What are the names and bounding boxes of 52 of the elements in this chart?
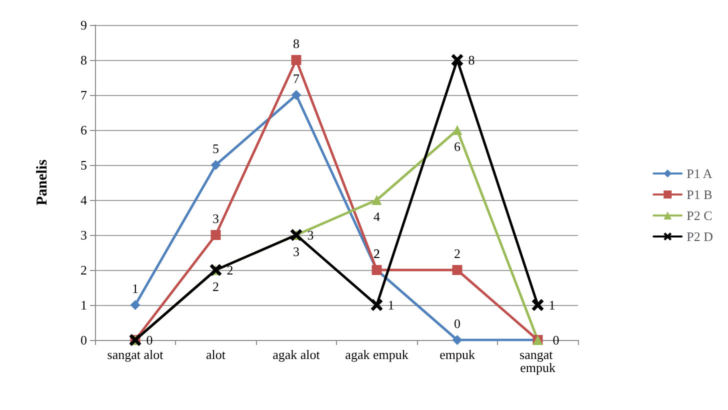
- x-tick-label: sangat alot: [107, 347, 164, 362]
- y-tick-label: 5: [80, 158, 87, 172]
- data-label: 1: [548, 298, 556, 312]
- data-label: 2: [454, 246, 460, 261]
- y-tick-label: 3: [80, 228, 87, 242]
- data-label: 5: [212, 141, 219, 156]
- point: [130, 300, 140, 310]
- data-label: 6: [454, 139, 461, 154]
- data-label: 3: [293, 244, 300, 259]
- point: [370, 299, 383, 311]
- data-label: 0: [146, 332, 153, 348]
- point: [532, 299, 544, 311]
- y-axis-title: Panelis: [34, 159, 50, 206]
- x-tick-label: alot: [206, 347, 226, 362]
- legend-label: P1 B: [686, 187, 713, 202]
- point: [291, 55, 302, 65]
- x-tick-label: agak alot: [272, 347, 320, 362]
- x-tick-label: empuk: [440, 347, 476, 362]
- point: [451, 54, 464, 66]
- point: [291, 90, 302, 100]
- y-tick-label: 8: [80, 52, 87, 68]
- legend-label: P2 C: [686, 208, 712, 223]
- data-label: 8: [468, 52, 475, 68]
- data-label: 2: [374, 246, 380, 261]
- y-tick-label: 4: [80, 192, 88, 208]
- x-tick-label: agak empuk: [345, 347, 409, 362]
- data-label: 2: [212, 279, 219, 294]
- y-tick-label: 0: [80, 332, 87, 348]
- data-label: 8: [293, 36, 300, 51]
- x-tick-label: sangat empuk: [520, 347, 556, 375]
- data-label: 0: [552, 332, 560, 348]
- y-tick-label: 6: [80, 122, 88, 138]
- point: [452, 125, 462, 135]
- y-tick-label: 2: [80, 262, 87, 278]
- point: [452, 335, 462, 345]
- data-label: 3: [307, 228, 314, 242]
- point: [210, 160, 221, 170]
- data-label: 2: [226, 262, 234, 278]
- y-tick-label: 7: [80, 88, 88, 102]
- data-label: 1: [132, 281, 138, 296]
- data-label: 4: [374, 209, 380, 224]
- legend-label: P2 D: [686, 229, 714, 244]
- data-label: 1: [388, 298, 394, 312]
- data-label: 7: [293, 71, 300, 86]
- data-label: 0: [454, 316, 460, 331]
- legend-label: P1 A: [686, 166, 713, 181]
- y-tick-label: 1: [80, 298, 87, 312]
- point: [372, 195, 382, 205]
- y-tick-label: 9: [80, 18, 87, 32]
- point: [452, 265, 462, 275]
- data-label: 3: [212, 211, 219, 226]
- point: [210, 230, 221, 240]
